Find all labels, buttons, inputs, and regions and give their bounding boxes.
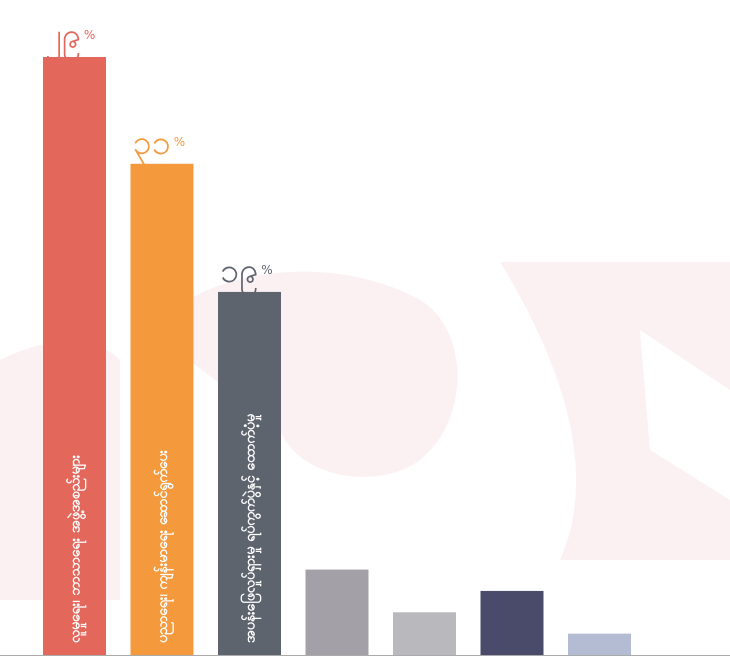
labels-group: ၂၉ % လူမှုရေး၊ ဘာသာရေး အဖွဲ့အစည်းများ ၃၁ % ပည… (45, 16, 273, 643)
percent-sign: % (84, 28, 95, 42)
bar-1 (43, 57, 106, 655)
watermark-shape (640, 330, 730, 500)
bar-label-3: အပန်းဖြေလှုပ်ရှားမှု ရပ်ကွက်ပွဲနှင့် ထော… (241, 413, 262, 643)
value-label-2: ၃၁ (133, 123, 171, 169)
bar-label-1: လူမှုရေး၊ ဘာသာရေး အဖွဲ့အစည်းများ (67, 454, 87, 643)
percent-sign: % (261, 263, 272, 277)
watermark-shape (150, 271, 458, 477)
bars-group (43, 57, 631, 656)
bar-label-2: ပညာရေး၊ ကျန်းမာရေး ဆောင်ရွက်ပေး (154, 449, 174, 643)
value-label-1: ၂၉ (45, 16, 81, 62)
bar-2 (130, 163, 194, 656)
bar-3 (218, 291, 281, 655)
bar-7 (568, 633, 631, 655)
watermark-shape (500, 262, 730, 560)
bar-6 (480, 590, 544, 655)
bar-4 (305, 569, 369, 655)
background-watermark (0, 262, 730, 600)
percent-sign: % (174, 135, 185, 149)
value-label-3: ၁၉ (220, 251, 258, 297)
bar-5 (393, 612, 456, 655)
